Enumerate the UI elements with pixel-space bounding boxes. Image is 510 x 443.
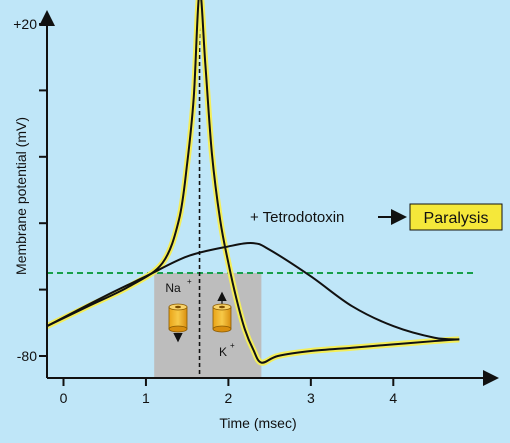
series-layer <box>45 0 460 366</box>
x-tick-label: 2 <box>224 390 232 406</box>
y-tick-label: -80 <box>17 348 37 364</box>
x-ticks: 0 1 2 3 4 <box>60 378 397 406</box>
x-tick-label: 1 <box>142 390 150 406</box>
potassium-channel-icon <box>212 291 232 333</box>
x-tick-label: 4 <box>389 390 397 406</box>
potassium-superscript: + <box>230 341 235 350</box>
sodium-channel-label: Na <box>165 281 181 295</box>
series-0-line <box>46 0 460 364</box>
y-ticks: -80 +20 <box>13 16 47 364</box>
x-axis-label: Time (msec) <box>219 415 296 431</box>
y-axis-label: Membrane potential (mV) <box>13 117 29 275</box>
tetrodotoxin-annotation: + Tetrodotoxin <box>250 209 344 226</box>
sodium-channel-icon <box>168 303 188 343</box>
paralysis-box <box>409 203 503 231</box>
paralysis-label: Paralysis <box>424 210 489 227</box>
y-tick-label: +20 <box>13 16 37 32</box>
axes <box>39 10 499 386</box>
x-tick-label: 0 <box>60 390 68 406</box>
potassium-channel-label: K <box>219 345 227 359</box>
sodium-superscript: + <box>187 277 192 286</box>
x-tick-label: 3 <box>307 390 315 406</box>
series-1-line <box>46 242 460 341</box>
